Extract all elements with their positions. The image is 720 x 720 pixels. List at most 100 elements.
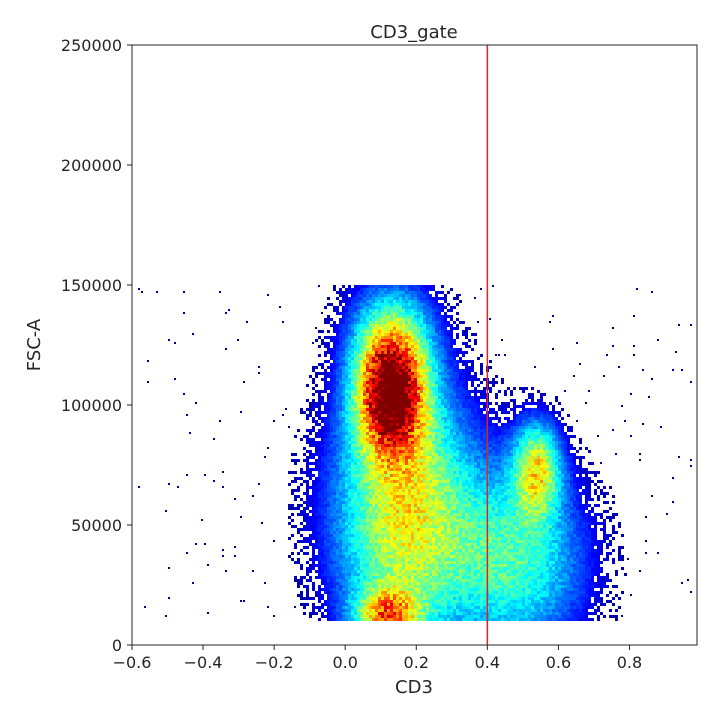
density-cell: [366, 339, 369, 342]
density-cell: [426, 585, 429, 588]
density-cell: [189, 432, 191, 434]
density-cell: [348, 426, 351, 429]
density-cell: [369, 474, 372, 477]
density-cell: [369, 459, 372, 462]
density-cell: [342, 507, 345, 510]
density-cell: [441, 435, 444, 438]
density-cell: [378, 396, 381, 399]
density-cell: [312, 552, 315, 555]
density-cell: [318, 558, 321, 561]
density-cell: [438, 432, 441, 435]
density-cell: [330, 468, 333, 471]
density-cell: [387, 447, 390, 450]
density-cell: [342, 405, 345, 408]
density-cell: [411, 387, 414, 390]
density-cell: [393, 300, 396, 303]
density-cell: [390, 351, 393, 354]
density-cell: [330, 498, 333, 501]
density-cell: [369, 501, 372, 504]
density-cell: [297, 582, 300, 585]
density-cell: [357, 558, 360, 561]
density-cell: [342, 393, 345, 396]
density-cell: [348, 348, 351, 351]
density-cell: [414, 588, 417, 591]
density-cell: [387, 468, 390, 471]
density-cell: [399, 300, 402, 303]
density-cell: [342, 435, 345, 438]
density-cell: [351, 297, 354, 300]
density-cell: [435, 390, 438, 393]
density-cell: [315, 468, 318, 471]
density-cell: [426, 477, 429, 480]
density-cell: [438, 504, 441, 507]
density-cell: [402, 459, 405, 462]
density-cell: [432, 312, 435, 315]
density-cell: [408, 456, 411, 459]
density-cell: [375, 417, 378, 420]
density-cell: [411, 525, 414, 528]
density-cell: [390, 330, 393, 333]
density-cell: [411, 507, 414, 510]
density-cell: [375, 303, 378, 306]
density-cell: [378, 378, 381, 381]
density-cell: [372, 555, 375, 558]
density-cell: [411, 585, 414, 588]
density-cell: [390, 462, 393, 465]
density-cell: [408, 321, 411, 324]
density-cell: [390, 483, 393, 486]
density-cell: [441, 351, 444, 354]
density-cell: [363, 615, 366, 618]
density-cell: [429, 378, 432, 381]
density-cell: [342, 531, 345, 534]
density-cell: [363, 483, 366, 486]
density-cell: [312, 429, 315, 432]
density-cell: [402, 573, 405, 576]
density-cell: [432, 366, 435, 369]
density-cell: [339, 354, 342, 357]
density-cell: [330, 318, 333, 321]
density-cell: [408, 393, 411, 396]
density-cell: [147, 360, 149, 362]
plot-area: [138, 285, 692, 621]
density-cell: [402, 381, 405, 384]
density-cell: [381, 579, 384, 582]
density-cell: [336, 444, 339, 447]
density-cell: [321, 372, 324, 375]
density-cell: [345, 429, 348, 432]
density-cell: [369, 462, 372, 465]
density-cell: [396, 603, 399, 606]
density-cell: [402, 600, 405, 603]
density-cell: [429, 402, 432, 405]
density-cell: [426, 603, 429, 606]
density-cell: [138, 288, 140, 290]
density-cell: [405, 444, 408, 447]
density-cell: [378, 591, 381, 594]
density-cell: [393, 420, 396, 423]
density-cell: [300, 603, 303, 606]
density-cell: [327, 588, 330, 591]
density-cell: [432, 534, 435, 537]
density-cell: [348, 546, 351, 549]
density-cell: [429, 414, 432, 417]
density-cell: [417, 414, 420, 417]
density-cell: [357, 501, 360, 504]
density-cell: [372, 360, 375, 363]
density-cell: [318, 474, 321, 477]
density-cell: [351, 537, 354, 540]
density-cell: [330, 588, 333, 591]
density-cell: [327, 297, 330, 300]
density-cell: [351, 423, 354, 426]
density-cell: [408, 291, 411, 294]
density-cell: [384, 381, 387, 384]
density-cell: [384, 417, 387, 420]
density-cell: [372, 312, 375, 315]
density-cell: [222, 486, 224, 488]
density-cell: [390, 444, 393, 447]
density-cell: [330, 546, 333, 549]
density-cell: [387, 345, 390, 348]
density-cell: [438, 312, 441, 315]
density-cell: [336, 588, 339, 591]
density-cell: [324, 528, 327, 531]
density-cell: [387, 309, 390, 312]
density-cell: [354, 504, 357, 507]
